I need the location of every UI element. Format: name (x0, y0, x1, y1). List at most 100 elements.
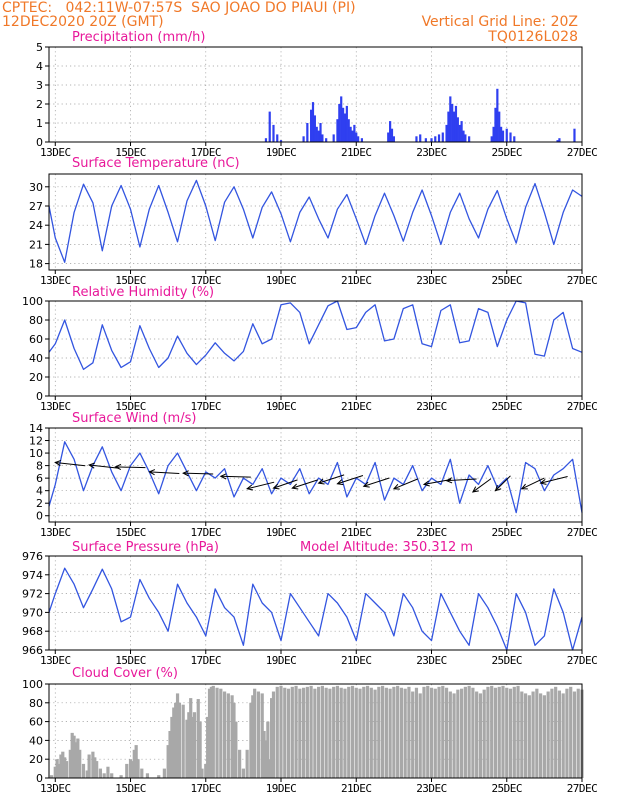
humidity-ytick-label: 60 (29, 333, 43, 346)
cloud-bar (81, 763, 86, 778)
precipitation-bar (276, 134, 279, 142)
wind-arrow (219, 473, 251, 480)
precipitation-bar (456, 117, 459, 142)
temperature-xtick-label: 15DEC (115, 274, 146, 287)
precipitation-ytick-label: 4 (36, 60, 43, 73)
pressure-ytick-label: 974 (22, 569, 43, 582)
cloud-bar (362, 686, 366, 778)
cloud-ytick-label: 20 (29, 753, 43, 766)
pressure-ytick-label: 976 (22, 550, 43, 563)
cloud-bar (512, 686, 516, 778)
precipitation-bar (341, 107, 345, 142)
precipitation-bar (492, 126, 495, 142)
pressure-annotation: Model Altitude: 350.312 m (300, 540, 473, 555)
precipitation-bar (313, 115, 316, 142)
precipitation-bar (345, 105, 348, 142)
cloud-bar (320, 685, 324, 778)
precipitation-bar (360, 138, 364, 142)
cloud-xtick-label: 13DEC (40, 782, 71, 795)
cloud-bar (168, 731, 172, 778)
cloud-bar (508, 688, 513, 778)
cloud-bar (418, 693, 422, 778)
cloud-bar (516, 685, 520, 778)
cloud-bar (313, 688, 317, 778)
cloud-bar (403, 688, 407, 778)
cloud-bar (301, 687, 306, 778)
wind-arrow (520, 477, 545, 490)
cloud-bar (373, 689, 377, 778)
wind-arrow (272, 479, 298, 490)
pressure-panel: 966 968 970 972 974 976 13DEC 15DEC 17DEC 19DEC 21… (22, 540, 598, 667)
cloud-bar (429, 687, 434, 778)
precipitation-bar (494, 107, 497, 142)
cloud-bar (196, 699, 200, 778)
cloud-bar (85, 770, 89, 778)
cloud-bar (157, 775, 161, 778)
cloud-bar (268, 759, 272, 778)
cloud-bar (49, 775, 54, 778)
cloud-bar (554, 686, 558, 778)
cloud-bar (407, 686, 411, 778)
pressure-xtick-label: 19DEC (266, 654, 297, 667)
cloud-bar (539, 693, 543, 778)
pressure-xtick-label: 21DEC (341, 654, 372, 667)
precipitation-bar (351, 130, 354, 142)
cloud-bar (230, 695, 234, 778)
cloud-bar (354, 687, 358, 778)
wind-xtick-label: 13DEC (40, 526, 71, 539)
cloud-bar (384, 687, 388, 778)
cloud-bar (467, 685, 471, 778)
cloud-bar (523, 693, 528, 778)
precipitation-bar (462, 130, 465, 142)
precipitation-bar (343, 113, 347, 142)
cloud-bar (380, 685, 385, 778)
temperature-ytick-label: 27 (29, 200, 43, 213)
precipitation-bar (392, 136, 395, 142)
precipitation-ytick-label: 3 (36, 79, 43, 92)
precipitation-bar (306, 123, 309, 142)
cloud-bar (557, 690, 562, 778)
cloud-bar (279, 685, 283, 778)
wind-arrow (182, 470, 214, 477)
pressure-xtick-label: 17DEC (190, 654, 221, 667)
precipitation-bar (268, 111, 271, 142)
cloud-bar (215, 687, 219, 778)
cloud-bar (339, 687, 343, 778)
humidity-panel: 0 20 40 60 80 100 13DEC 15DEC 17DEC 19DEC 21DEC 23D… (22, 285, 598, 413)
humidity-xtick-label: 17DEC (190, 400, 221, 413)
cloud-bar (185, 719, 189, 778)
temperature-ytick-label: 30 (29, 181, 43, 194)
cloud-bar (486, 686, 490, 778)
wind-ytick-label: 12 (29, 435, 43, 448)
precipitation-bar (458, 124, 461, 142)
pressure-ytick-label: 968 (22, 625, 43, 638)
cloud-bar (365, 685, 370, 778)
wind-line (48, 441, 583, 514)
humidity-ytick-label: 80 (29, 314, 43, 327)
cloud-bar (204, 763, 208, 778)
cloud-bar (174, 702, 178, 778)
cloud-bar (283, 687, 287, 778)
temperature-line (48, 179, 583, 263)
cloud-bar (95, 761, 99, 778)
precipitation-bar (447, 111, 450, 142)
header-date: 12DEC2020 20Z (GMT) (2, 14, 164, 30)
cloud-bar (448, 691, 452, 778)
wind-ytick-label: 6 (36, 472, 43, 485)
cloud-bar (63, 757, 67, 778)
cloud-bar (475, 691, 479, 778)
cloud-bar (211, 685, 215, 778)
precipitation-bar (353, 124, 356, 142)
wind-arrow (291, 479, 318, 490)
humidity-ytick-label: 0 (36, 390, 43, 403)
precipitation-bar (347, 119, 350, 142)
pressure-xtick-label: 13DEC (40, 654, 71, 667)
wind-arrow (494, 475, 511, 492)
temperature-panel: 18 21 24 27 30 13DEC 15DEC 17DEC 19DEC 21DEC 23DEC… (29, 156, 598, 287)
cloud-bar (219, 688, 223, 778)
cloud-bar (175, 693, 180, 778)
cloud-bar (181, 704, 185, 778)
pressure-ytick-label: 970 (22, 606, 43, 619)
temperature-title: Surface Temperature (nC) (72, 156, 240, 171)
